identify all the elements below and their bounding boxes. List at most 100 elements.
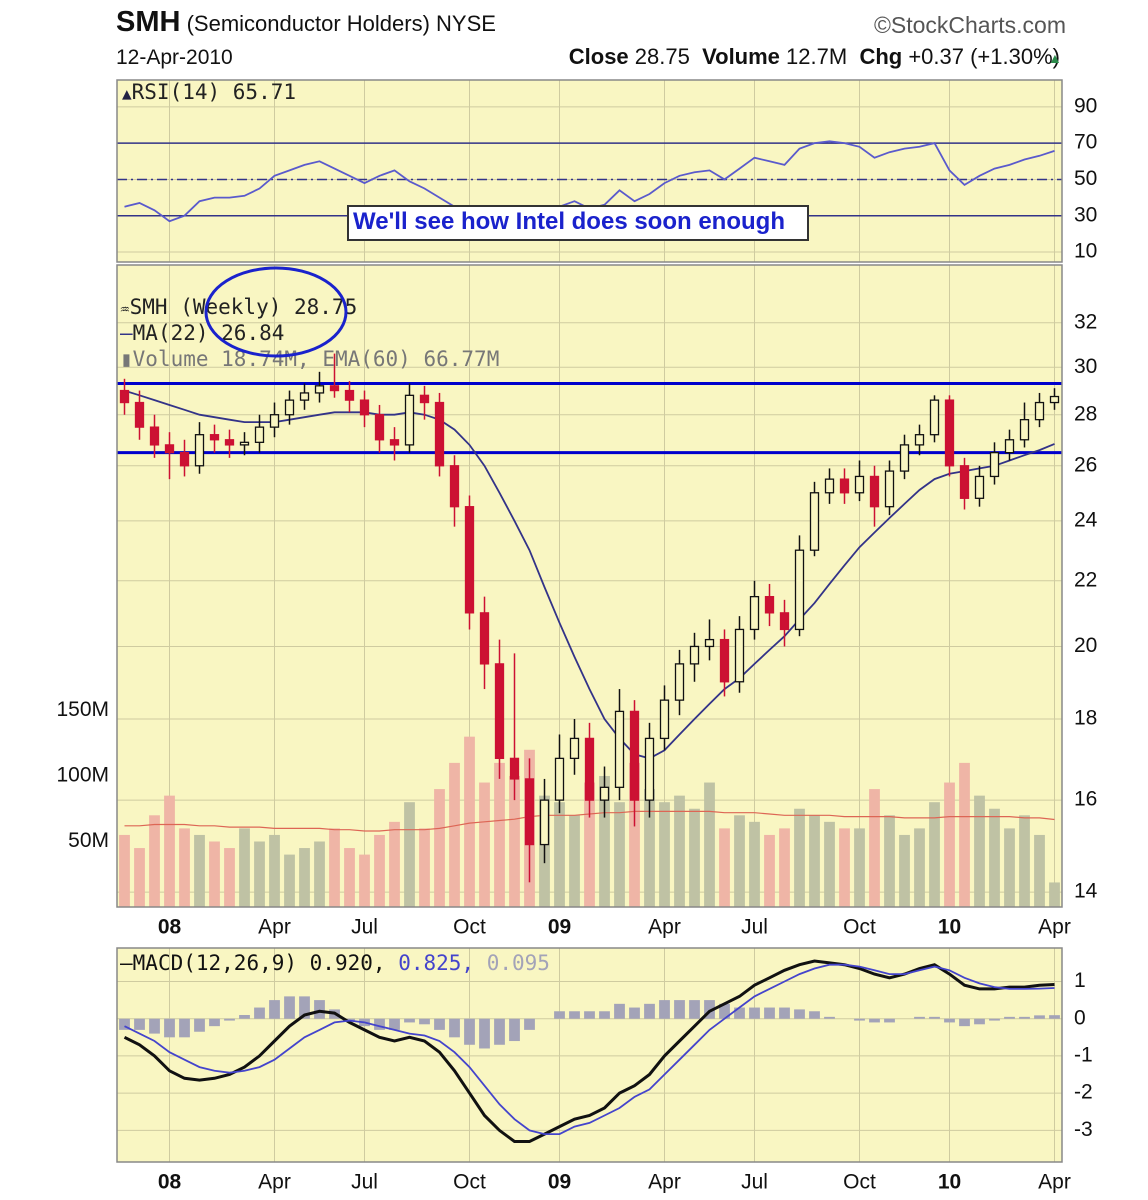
candle-body bbox=[914, 434, 925, 446]
y-tick-label: -2 bbox=[1074, 1081, 1093, 1104]
y-tick-label: 16 bbox=[1074, 788, 1097, 811]
candle-body bbox=[164, 444, 175, 454]
candle-body bbox=[134, 401, 145, 428]
y-tick-label: 28 bbox=[1074, 402, 1097, 425]
y-tick-label: 30 bbox=[1074, 203, 1097, 226]
volume-bar bbox=[959, 762, 970, 907]
volume-bar bbox=[479, 782, 490, 907]
candle-body bbox=[269, 414, 280, 428]
candle-body bbox=[584, 737, 595, 801]
candle-body bbox=[959, 465, 970, 499]
histogram-bar bbox=[509, 1018, 520, 1042]
candle-body bbox=[149, 426, 160, 446]
y-tick-label: 18 bbox=[1074, 707, 1097, 730]
candle-body bbox=[344, 389, 355, 401]
legend-entry: 0.095 bbox=[486, 951, 550, 975]
candle-body bbox=[734, 628, 745, 683]
histogram-bar bbox=[569, 1011, 580, 1019]
candle-body bbox=[479, 612, 490, 665]
legend-entry: SMH (Weekly) 28.75 bbox=[129, 295, 358, 319]
candle-body bbox=[1019, 419, 1030, 441]
y-tick-label: 20 bbox=[1074, 634, 1097, 657]
y-tick-label: 26 bbox=[1074, 453, 1097, 476]
volume-tick-label: 100M bbox=[56, 764, 109, 787]
volume-bar bbox=[1019, 815, 1030, 907]
candle-body bbox=[854, 475, 865, 494]
histogram-bar bbox=[779, 1007, 790, 1019]
candle-body bbox=[419, 394, 430, 404]
candle-body bbox=[404, 394, 415, 446]
histogram-bar bbox=[314, 1000, 325, 1019]
y-tick-label: -1 bbox=[1074, 1043, 1093, 1066]
x-tick-label: Apr bbox=[648, 916, 681, 939]
volume-bar bbox=[299, 848, 310, 907]
candle-body bbox=[869, 475, 880, 508]
macd-legend: —MACD(12,26,9) 0.920, 0.825, 0.095 bbox=[120, 951, 550, 975]
series-line bbox=[124, 389, 1055, 760]
histogram-bar bbox=[659, 1000, 670, 1019]
series-line bbox=[124, 963, 1055, 1135]
volume-tick-label: 150M bbox=[56, 698, 109, 721]
candle-body bbox=[824, 478, 835, 494]
candle-body bbox=[554, 757, 565, 801]
legend-entry: 0.825, bbox=[398, 951, 475, 975]
volume-bar bbox=[449, 762, 460, 907]
volume-bar bbox=[899, 834, 910, 907]
candle-body bbox=[839, 478, 850, 494]
candle-body bbox=[299, 392, 310, 401]
x-tick-label: Jul bbox=[351, 1171, 378, 1194]
candle-body bbox=[674, 663, 685, 701]
candle-body bbox=[1004, 439, 1015, 454]
x-tick-label: Oct bbox=[453, 916, 486, 939]
candle-body bbox=[989, 451, 1000, 478]
volume-bar bbox=[674, 795, 685, 907]
candle-body bbox=[464, 506, 475, 614]
histogram-bar bbox=[644, 1003, 655, 1019]
volume-bar bbox=[239, 828, 250, 907]
symbol: SMH bbox=[116, 6, 181, 38]
volume-bar bbox=[809, 815, 820, 907]
legend-entry: RSI(14) 65.71 bbox=[131, 80, 297, 104]
volume-bar bbox=[209, 841, 220, 907]
volume-bar bbox=[599, 775, 610, 907]
histogram-bar bbox=[224, 1018, 235, 1021]
histogram-bar bbox=[974, 1018, 985, 1025]
volume-bar bbox=[119, 834, 130, 907]
candle-body bbox=[239, 441, 250, 446]
histogram-bar bbox=[929, 1016, 940, 1019]
candle-body bbox=[209, 434, 220, 441]
y-tick-label: 1 bbox=[1074, 969, 1086, 992]
change-label: Chg bbox=[859, 44, 903, 69]
histogram-bar bbox=[524, 1018, 535, 1030]
header-title: SMH (Semiconductor Holders) NYSE bbox=[116, 6, 496, 39]
candle-body bbox=[644, 737, 655, 801]
x-tick-label: Apr bbox=[258, 916, 291, 939]
candle-body bbox=[329, 385, 340, 392]
volume-bar bbox=[404, 802, 415, 907]
volume-bar bbox=[374, 834, 385, 907]
histogram-bar bbox=[749, 1007, 760, 1019]
histogram-bar bbox=[884, 1018, 895, 1023]
histogram-bar bbox=[299, 996, 310, 1019]
histogram-bar bbox=[764, 1007, 775, 1019]
x-tick-label: Jul bbox=[741, 1171, 768, 1194]
histogram-bar bbox=[194, 1018, 205, 1032]
candle-body bbox=[254, 426, 265, 443]
candle-body bbox=[614, 710, 625, 788]
volume-bar bbox=[269, 834, 280, 907]
histogram-bar bbox=[809, 1011, 820, 1019]
volume-bar bbox=[989, 808, 1000, 907]
date: 12-Apr-2010 bbox=[116, 46, 233, 69]
volume-bar bbox=[134, 848, 145, 907]
candle-body bbox=[509, 757, 520, 780]
exchange: NYSE bbox=[436, 11, 496, 36]
histogram-bar bbox=[254, 1007, 265, 1019]
histogram-bar bbox=[464, 1018, 475, 1045]
candle-body bbox=[929, 399, 940, 436]
histogram-bar bbox=[179, 1018, 190, 1038]
volume-bar bbox=[644, 789, 655, 907]
x-tick-label: 09 bbox=[548, 1171, 571, 1194]
histogram-bar bbox=[239, 1014, 250, 1019]
histogram-bar bbox=[1034, 1015, 1045, 1019]
